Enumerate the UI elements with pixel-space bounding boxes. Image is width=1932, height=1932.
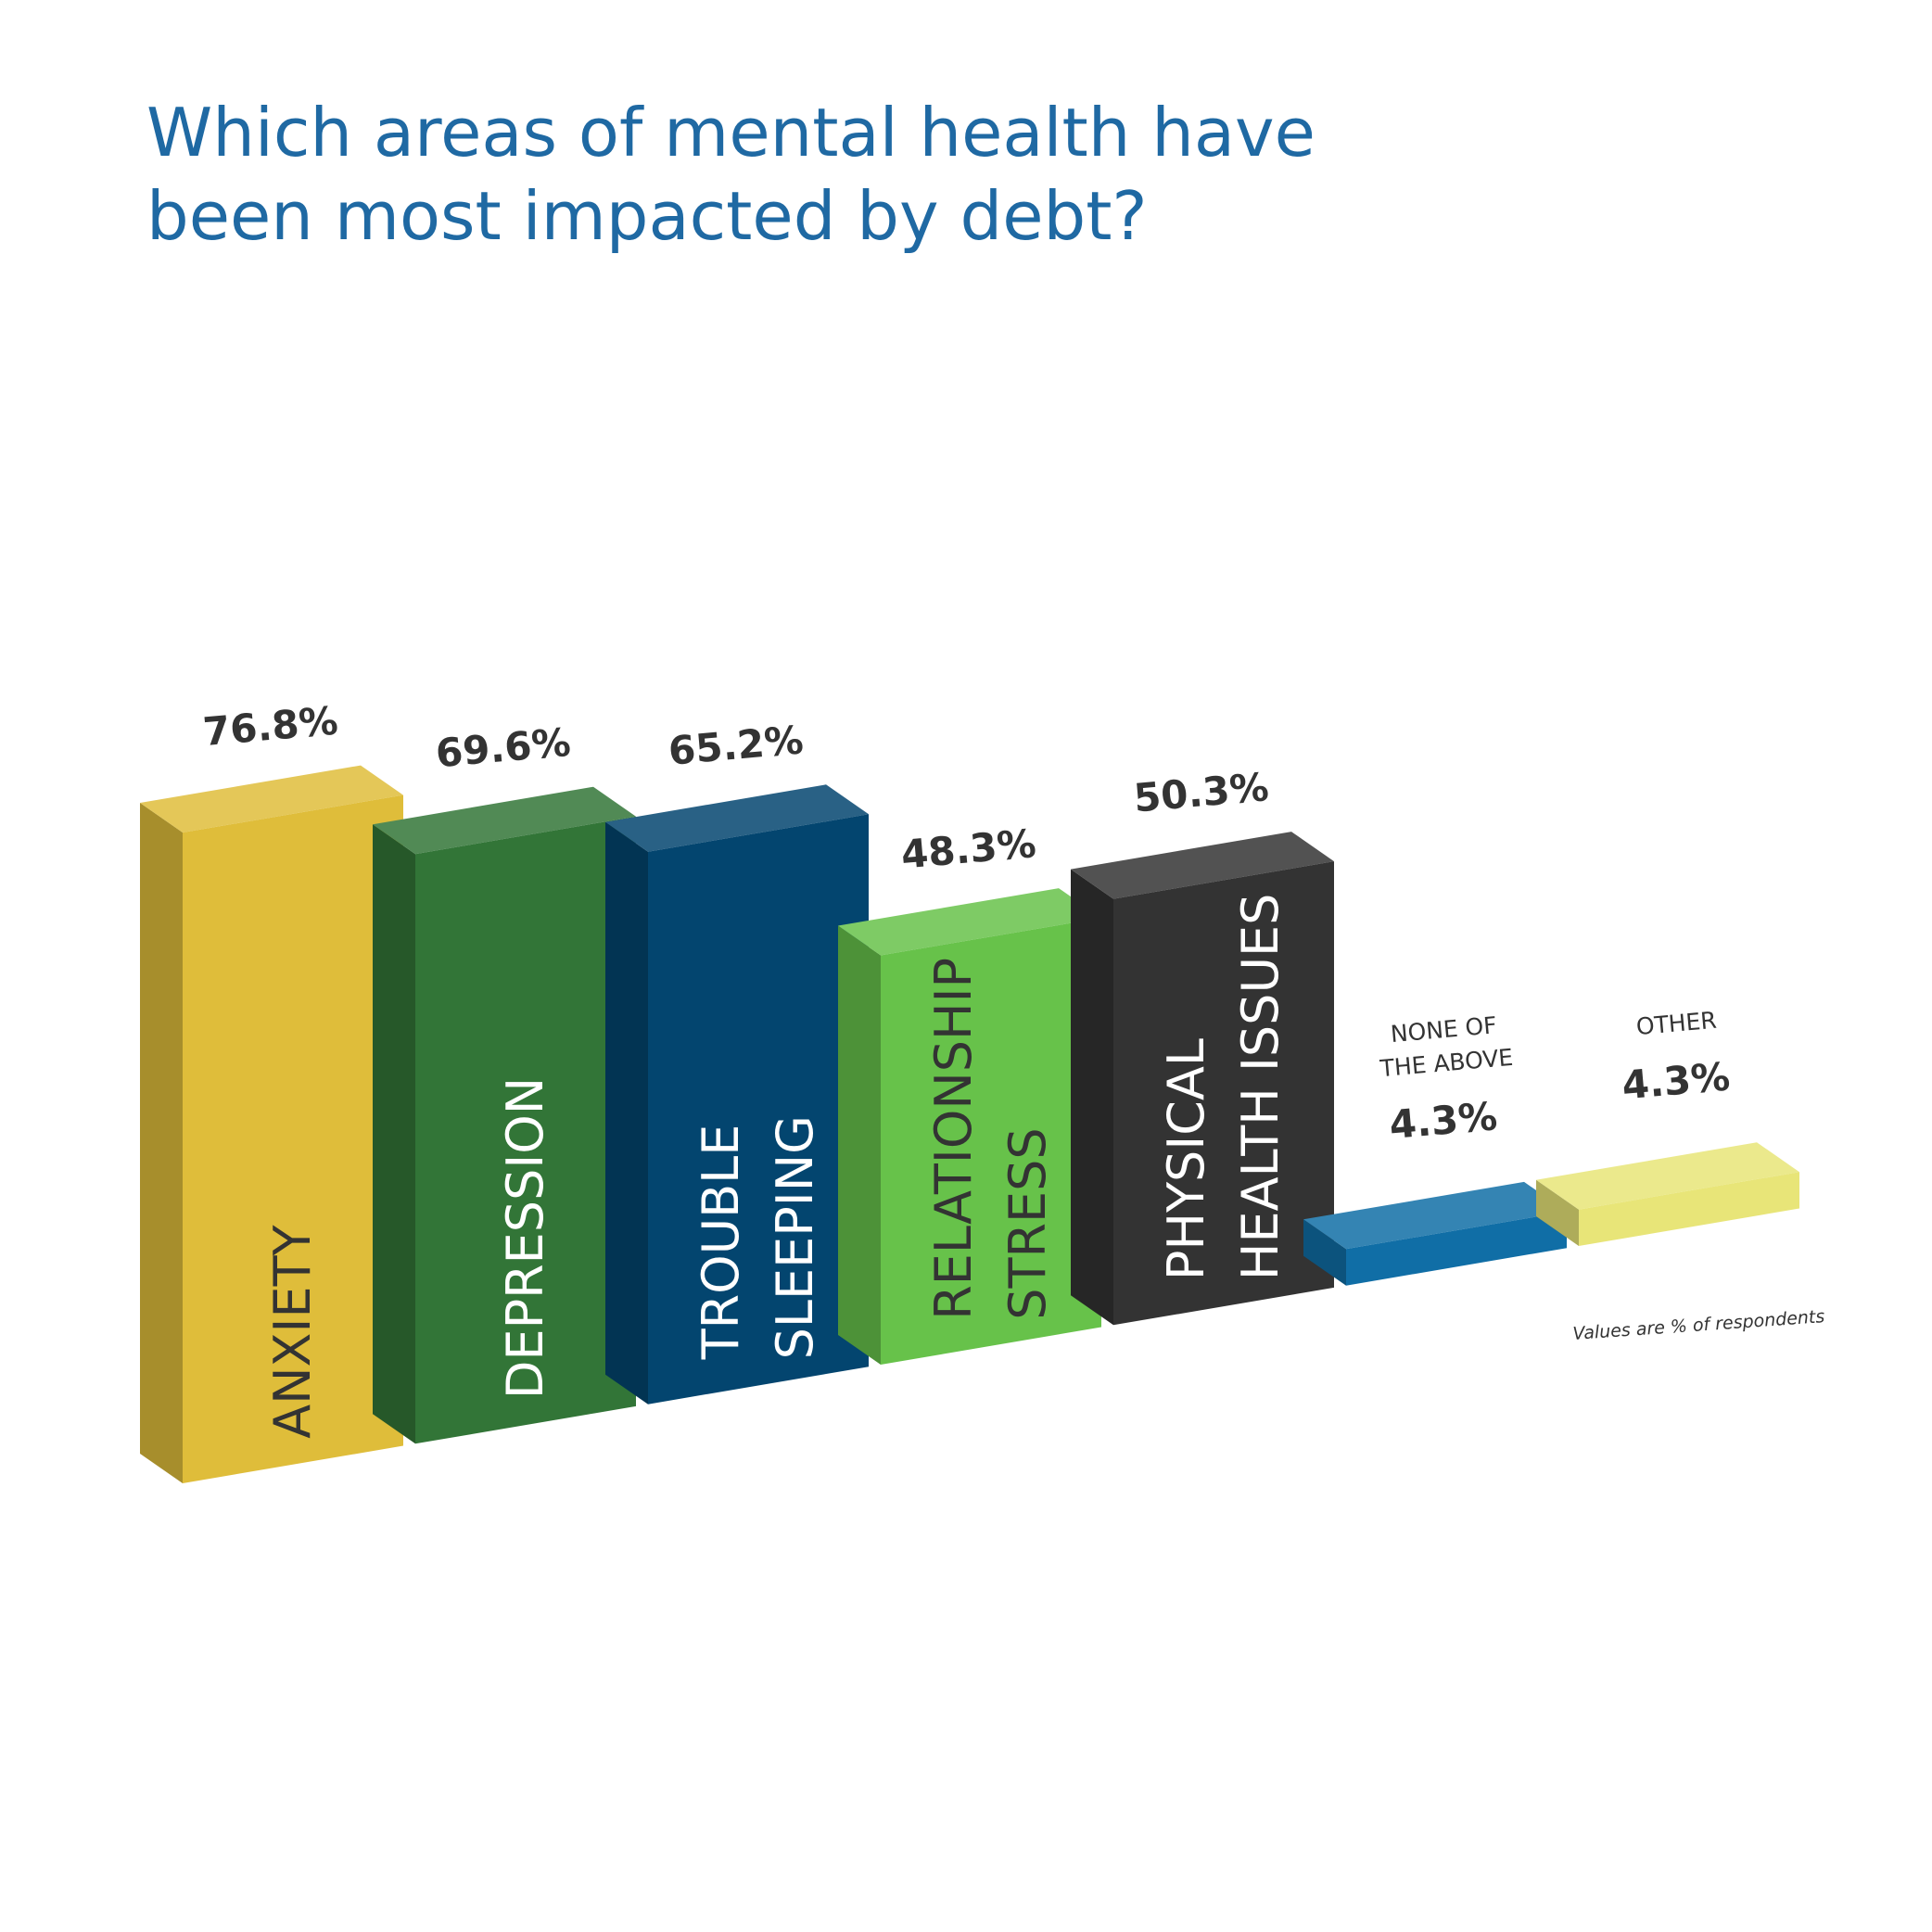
category-label: NONE OFTHE ABOVE bbox=[1375, 1010, 1514, 1082]
bar-top-face bbox=[1071, 832, 1334, 899]
bar-side-face bbox=[140, 803, 183, 1483]
value-label: 65.2% bbox=[667, 717, 805, 774]
bars-layer: 76.8% ANXIETY 69.6% DEPRESSION 65.2% TROUBLE S… bbox=[140, 698, 1799, 1483]
bar-top-face bbox=[838, 888, 1101, 956]
chart-title: Which areas of mental health have been m… bbox=[146, 94, 1337, 255]
value-label: 50.3% bbox=[1132, 764, 1270, 821]
bar-side-face bbox=[1303, 1219, 1346, 1286]
value-label: 76.8% bbox=[201, 698, 339, 756]
value-label: 4.3% bbox=[1388, 1093, 1499, 1148]
bar-top-face bbox=[373, 786, 636, 855]
bar-none-of-the-above: 4.3% NONE OFTHE ABOVE bbox=[1303, 1010, 1567, 1286]
bar-anxiety: 76.8% ANXIETY bbox=[140, 698, 403, 1483]
bar-physical-health-issues: 50.3% PHYSICAL HEALTH ISSUES bbox=[1071, 764, 1334, 1326]
bar-front-face bbox=[648, 814, 869, 1405]
bar-front-face bbox=[1579, 1172, 1799, 1246]
category-label: DEPRESSION bbox=[496, 1077, 554, 1399]
bar-front-face bbox=[1346, 1211, 1567, 1286]
category-label: PHYSICAL HEALTH ISSUES bbox=[1157, 894, 1290, 1280]
bar-top-face bbox=[1536, 1142, 1799, 1210]
category-label: ANXIETY bbox=[263, 1224, 322, 1438]
bar-depression: 69.6% DEPRESSION bbox=[373, 719, 636, 1444]
bar-side-face bbox=[373, 824, 415, 1444]
bar-top-face bbox=[1303, 1181, 1567, 1250]
bar-top-face bbox=[605, 784, 869, 852]
bar-front-face bbox=[415, 816, 636, 1444]
bar-side-face bbox=[605, 821, 648, 1405]
bar-top-face bbox=[140, 765, 403, 833]
value-label: 69.6% bbox=[434, 719, 572, 777]
bar-side-face bbox=[1071, 869, 1113, 1326]
category-label: RELATIONSHIP STRESS bbox=[924, 958, 1057, 1320]
value-label: 48.3% bbox=[899, 820, 1037, 878]
bar-side-face bbox=[838, 925, 881, 1365]
bar-side-face bbox=[1536, 1179, 1579, 1246]
value-label: 4.3% bbox=[1621, 1053, 1732, 1108]
bar-trouble-sleeping: 65.2% TROUBLE SLEEPING bbox=[605, 717, 869, 1405]
bar-other: 4.3% OTHER bbox=[1536, 1007, 1799, 1246]
category-label: OTHER bbox=[1635, 1007, 1718, 1040]
chart-title-line-1: Which areas of mental health have bbox=[146, 94, 1316, 172]
category-label: TROUBLE SLEEPING bbox=[692, 1115, 824, 1360]
chart-note: Values are % of respondents bbox=[1572, 1306, 1825, 1344]
bar-front-face bbox=[881, 918, 1101, 1365]
bar-front-face bbox=[183, 794, 403, 1483]
bar-front-face bbox=[1113, 861, 1334, 1326]
chart-title-line-2: been most impacted by debt? bbox=[146, 177, 1148, 255]
bar-relationship-stress: 48.3% RELATIONSHIP STRESS bbox=[838, 820, 1101, 1365]
